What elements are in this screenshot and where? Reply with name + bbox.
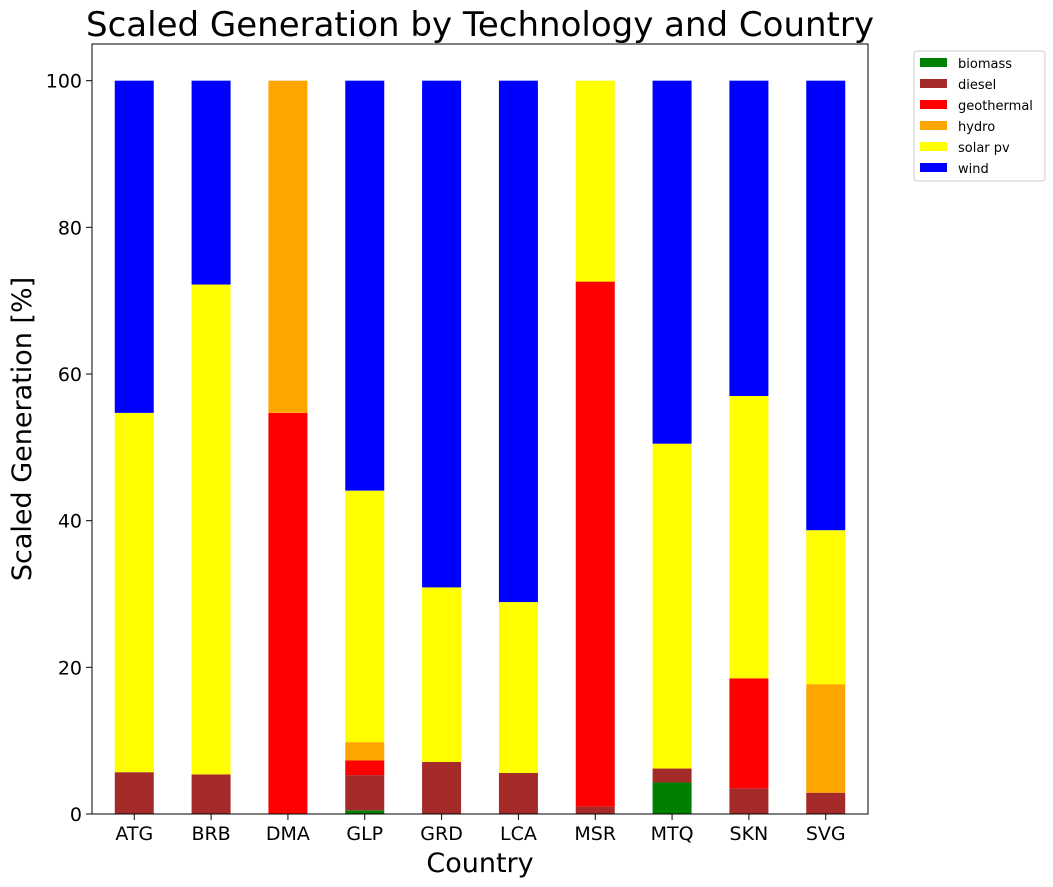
x-tick-label: BRB	[191, 823, 230, 845]
bar-msr-solar-pv	[575, 80, 615, 282]
bar-grd-wind	[422, 80, 462, 588]
x-axis: ATG BRB DMA GLP GRD LCA MSR MTQ SKN SVG	[115, 814, 846, 845]
bar-brb-wind	[191, 80, 231, 285]
x-axis-label: Country	[426, 848, 533, 879]
bar-skn-wind	[729, 80, 769, 397]
y-tick-label: 80	[58, 217, 82, 239]
bar-brb-diesel	[191, 774, 231, 814]
legend-swatch-biomass	[920, 58, 947, 67]
bar-atg-diesel	[114, 772, 154, 814]
legend-label: hydro	[958, 120, 995, 135]
bar-atg-solar-pv	[114, 412, 154, 773]
bar-svg-solar-pv	[806, 530, 846, 685]
legend-swatch-wind	[920, 163, 947, 172]
y-axis-label: Scaled Generation [%]	[7, 277, 38, 581]
y-tick-label: 60	[58, 364, 82, 386]
bar-lca-solar-pv	[498, 602, 538, 773]
legend-swatch-solar-pv	[920, 142, 947, 151]
x-tick-label: MTQ	[651, 823, 694, 845]
bar-msr-geothermal	[575, 281, 615, 807]
bar-mtq-diesel	[652, 768, 692, 783]
bar-mtq-wind	[652, 80, 692, 444]
y-tick-label: 20	[58, 657, 82, 679]
bar-skn-geothermal	[729, 678, 769, 789]
bar-glp-solar-pv	[345, 490, 385, 743]
bar-atg-wind	[114, 80, 154, 413]
legend-label: biomass	[958, 57, 1012, 72]
x-tick-label: ATG	[115, 823, 153, 845]
bar-svg-wind	[806, 80, 846, 531]
legend-swatch-hydro	[920, 121, 947, 130]
bar-brb-solar-pv	[191, 284, 231, 775]
bar-grd-diesel	[422, 761, 462, 814]
plot-frame	[91, 43, 869, 815]
legend-label: solar pv	[958, 141, 1010, 156]
legend-label: geothermal	[958, 99, 1033, 114]
bar-glp-hydro	[345, 742, 385, 761]
chart-title: Scaled Generation by Technology and Coun…	[86, 5, 874, 45]
y-tick-label: 100	[46, 71, 82, 93]
bar-lca-wind	[498, 80, 538, 603]
bar-dma-geothermal	[268, 412, 308, 814]
y-axis: 0 20 40 60 80 100	[46, 71, 92, 826]
bar-mtq-biomass	[652, 782, 692, 814]
bar-glp-biomass	[345, 810, 385, 814]
legend: biomass diesel geothermal hydro solar pv wind	[913, 50, 1046, 182]
bar-msr-diesel	[575, 806, 615, 814]
bar-glp-diesel	[345, 775, 385, 811]
y-tick-label: 40	[58, 511, 82, 533]
x-tick-label: MSR	[574, 823, 616, 845]
bar-dma-hydro	[268, 80, 308, 413]
legend-label: wind	[958, 162, 989, 177]
bar-glp-wind	[345, 80, 385, 491]
bar-grd-solar-pv	[422, 587, 462, 762]
x-tick-label: LCA	[500, 823, 537, 845]
x-tick-label: GRD	[420, 823, 463, 845]
bar-skn-diesel	[729, 788, 769, 814]
bar-svg-diesel	[806, 792, 846, 814]
y-tick-label: 0	[70, 804, 82, 826]
bar-skn-solar-pv	[729, 396, 769, 679]
x-tick-label: DMA	[266, 823, 310, 845]
bar-svg-hydro	[806, 684, 846, 793]
bars-group	[114, 80, 846, 814]
x-tick-label: SKN	[730, 823, 769, 845]
legend-swatch-diesel	[920, 79, 947, 88]
bar-mtq-solar-pv	[652, 443, 692, 769]
bar-glp-geothermal	[345, 760, 385, 776]
legend-swatch-geothermal	[920, 100, 947, 109]
x-tick-label: GLP	[346, 823, 383, 845]
legend-label: diesel	[958, 78, 996, 93]
bar-lca-diesel	[498, 772, 538, 814]
x-tick-label: SVG	[806, 823, 846, 845]
